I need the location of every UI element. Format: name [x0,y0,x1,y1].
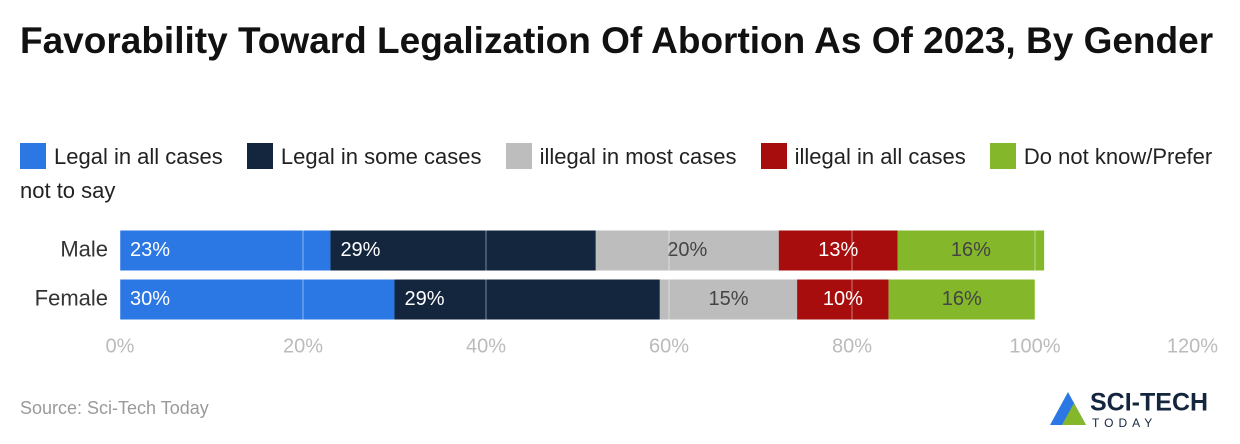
y-tick-label: Male [60,236,108,261]
logo-tagline: TODAY [1092,416,1157,430]
bar-segment [778,230,898,271]
legend-item: Do not know/Prefer not to say [20,143,1213,203]
data-label: 16% [942,288,982,310]
legend-item: illegal in all cases [760,143,966,169]
legend-swatch [505,143,532,169]
x-tick-label: 120% [1167,335,1218,357]
legend-label: illegal in most cases [539,144,737,169]
logo-icon [1062,403,1086,425]
source: Source: Sci-Tech Today [20,398,209,418]
legend-label: Legal in some cases [280,144,482,169]
x-tick-label: 0% [106,335,135,357]
bar-segment [797,279,889,320]
bar-segment [394,279,660,320]
logo: SCI-TECH TODAY [1050,389,1208,430]
data-label: 16% [951,239,991,261]
x-tick-label: 100% [1009,335,1060,357]
data-label: 30% [130,288,170,310]
legend-label: Do not know/Prefer not to say [20,144,1213,203]
data-label: 10% [823,288,863,310]
bar-segment [888,279,1035,320]
legend-item: illegal in most cases [505,143,737,169]
legend: Legal in all cases Legal in some cases i… [20,140,1230,208]
legend-swatch [246,143,273,169]
y-tick-label: Female [35,285,108,310]
x-tick-label: 60% [649,335,689,357]
legend-swatch [989,143,1016,169]
legend-label: Legal in all cases [54,144,223,169]
legend-item: Legal in some cases [246,143,482,169]
bar-segment [120,279,395,320]
x-tick-label: 20% [283,335,323,357]
bar-segment [897,230,1045,271]
logo-name: SCI-TECH [1090,389,1208,417]
bar-segment [120,230,331,271]
legend-swatch [760,143,787,169]
bar-segment [330,230,596,271]
x-tick-label: 80% [832,335,872,357]
data-label: 29% [340,239,380,261]
data-label: 23% [130,239,170,261]
bar-segment [595,230,779,271]
legend-label: illegal in all cases [794,144,966,169]
data-label: 29% [405,288,445,310]
data-label: 13% [818,239,858,261]
chart-title: Favorability Toward Legalization Of Abor… [20,20,1214,61]
legend-swatch [20,143,46,169]
legend-item: Legal in all cases [20,143,223,169]
data-label: 15% [708,288,748,310]
data-label: 20% [667,239,707,261]
bar-segment [659,279,798,320]
x-tick-label: 40% [466,335,506,357]
